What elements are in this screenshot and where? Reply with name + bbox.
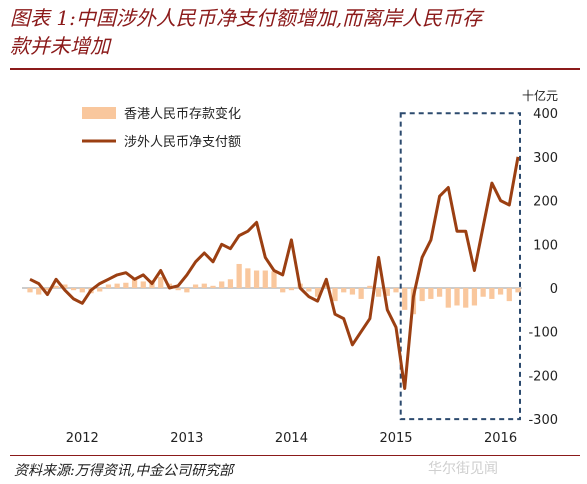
deposit-change-bar: [131, 279, 138, 288]
deposit-change-bar: [201, 283, 207, 288]
title-underline: [10, 68, 580, 70]
highlight-box: [399, 112, 522, 421]
deposit-change-bar: [44, 288, 51, 291]
deposit-change-bar: [105, 284, 112, 288]
deposit-change-bar: [210, 285, 216, 288]
x-year-label: 2012: [66, 431, 99, 446]
deposit-change-bar: [175, 288, 181, 291]
deposit-change-bar: [245, 268, 251, 288]
legend-label-deposits: 香港人民币存款变化: [124, 106, 241, 122]
deposit-change-bar: [445, 288, 451, 308]
deposit-change-bar: [402, 288, 408, 310]
y-tick-label: 200: [533, 195, 558, 210]
chart-title-line2: 款并未增加: [10, 34, 110, 58]
deposit-change-bar: [375, 288, 382, 297]
net-payment-line: [29, 156, 520, 390]
deposit-change-bar: [79, 288, 85, 293]
deposit-change-bar: [123, 282, 129, 288]
y-tick-label: -100: [528, 326, 558, 341]
deposit-change-bar: [349, 288, 356, 295]
deposit-change-bar: [227, 279, 234, 288]
source-divider: [10, 455, 580, 456]
deposit-change-bar: [288, 288, 295, 291]
deposit-change-bar: [358, 288, 364, 299]
deposit-change-bar: [480, 288, 486, 297]
y-tick-label: 0: [550, 282, 558, 297]
y-tick-label: 100: [533, 238, 558, 253]
deposit-change-bar: [140, 281, 146, 288]
deposit-change-bar: [428, 288, 434, 299]
x-year-label: 2013: [170, 431, 203, 446]
deposit-change-bar: [53, 285, 59, 288]
deposit-change-bar: [271, 271, 277, 288]
deposit-change-bar: [463, 288, 469, 308]
y-tick-label: -300: [528, 413, 558, 428]
legend-swatch-bar: [82, 107, 116, 119]
x-year-label: 2015: [379, 431, 412, 446]
deposit-change-bar: [393, 288, 399, 293]
y-tick-label: -200: [528, 369, 558, 384]
deposit-change-bar: [184, 288, 190, 293]
deposit-change-bar: [471, 288, 478, 306]
deposit-change-bar: [27, 288, 33, 293]
chart: 400 300 200 100 0 -100 -200 -300 十亿元 2012 2013 2014…: [22, 88, 558, 446]
chart-title-line1: 图表 1:中国涉外人民币净支付额增加,而离岸人民币存: [10, 6, 483, 30]
deposit-change-bar: [262, 270, 268, 288]
deposit-change-bar: [332, 288, 338, 302]
deposit-change-bar: [419, 288, 425, 302]
y-tick-label: 300: [533, 151, 558, 166]
deposit-change-bar: [384, 288, 390, 296]
deposit-change-bar: [280, 288, 286, 293]
deposit-change-bar: [70, 288, 77, 291]
deposit-change-bar: [515, 288, 521, 293]
deposit-change-bar: [436, 288, 443, 297]
deposit-change-bar: [489, 288, 495, 299]
legend-label-net-payment: 涉外人民币净支付额: [124, 135, 241, 150]
title-block: 图表 1:中国涉外人民币净支付额增加,而离岸人民币存 款并未增加: [10, 4, 580, 60]
deposit-change-bar: [219, 281, 225, 288]
deposit-change-bar: [506, 288, 512, 302]
deposit-change-bar: [97, 288, 103, 292]
source-note: 资料来源:万得资讯,中金公司研究部: [14, 463, 234, 479]
deposit-change-bar: [36, 288, 42, 295]
deposit-change-bar: [454, 288, 460, 306]
x-year-label: 2016: [484, 431, 517, 446]
deposit-change-bar: [192, 284, 199, 288]
deposit-change-bar: [158, 277, 164, 288]
deposit-change-bar: [236, 263, 242, 288]
x-year-label: 2014: [275, 431, 308, 446]
deposit-change-bar: [497, 288, 504, 295]
deposit-change-bar: [314, 288, 321, 297]
deposit-change-bar: [114, 283, 120, 288]
deposit-change-bar: [253, 270, 260, 288]
deposit-change-bar: [62, 284, 68, 288]
deposit-change-bar: [341, 288, 347, 293]
deposit-change-bar: [306, 288, 312, 292]
y-tick-label: 400: [533, 107, 558, 122]
y-unit-label: 十亿元: [522, 88, 558, 103]
watermark: 华尔街见闻: [428, 461, 498, 477]
deposit-change-bar: [367, 285, 373, 288]
